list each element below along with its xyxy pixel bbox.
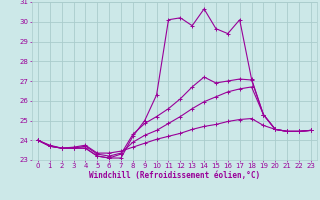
X-axis label: Windchill (Refroidissement éolien,°C): Windchill (Refroidissement éolien,°C) (89, 171, 260, 180)
